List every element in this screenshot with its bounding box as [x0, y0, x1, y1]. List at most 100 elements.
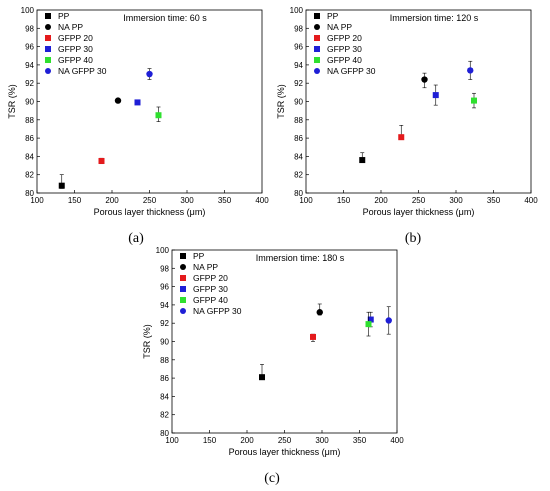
y-tick-label: 88	[25, 116, 34, 125]
panel-b: 100 150 200 250 300 350 400 80 82 84 86 88 90 92 94 96 9…	[276, 6, 538, 246]
y-tick-label: 86	[160, 374, 169, 383]
legend-label: GFPP 20	[58, 33, 93, 43]
legend-marker	[314, 68, 320, 74]
x-tick-label: 400	[524, 196, 538, 205]
x-tick-label: 300	[449, 196, 463, 205]
data-point	[310, 333, 316, 340]
y-tick-label: 98	[25, 24, 34, 33]
y-tick-label: 96	[294, 43, 303, 52]
y-tick-label: 90	[25, 98, 34, 107]
panel-label: (c)	[264, 471, 280, 486]
x-tick-label: 200	[240, 436, 254, 445]
legend-label: GFPP 30	[193, 284, 228, 294]
data-point	[98, 157, 105, 164]
y-tick-label: 82	[160, 411, 169, 420]
y-tick-label: 84	[25, 152, 34, 161]
data-point	[467, 67, 474, 74]
y-tick-label: 94	[294, 61, 303, 70]
legend-marker	[45, 46, 51, 52]
data-point	[385, 317, 392, 324]
y-tick-label: 96	[160, 283, 169, 292]
legend-label: GFPP 20	[327, 33, 362, 43]
y-tick-label: 100	[290, 6, 304, 15]
legend-label: NA GFPP 30	[327, 66, 376, 76]
x-tick-label: 100	[299, 196, 313, 205]
y-tick-label: 86	[25, 134, 34, 143]
legend-label: PP	[327, 11, 339, 21]
y-tick-label: 100	[156, 246, 170, 255]
data-point	[316, 309, 323, 316]
x-tick-label: 300	[315, 436, 329, 445]
y-tick-label: 82	[294, 171, 303, 180]
y-tick-label: 88	[294, 116, 303, 125]
data-point	[259, 374, 265, 381]
y-tick-label: 80	[294, 189, 303, 198]
legend-marker	[180, 308, 186, 314]
x-tick-label: 150	[203, 436, 217, 445]
legend-label: GFPP 40	[58, 55, 93, 65]
legend-marker	[180, 297, 186, 303]
x-tick-label: 250	[278, 436, 292, 445]
legend-marker	[180, 264, 186, 270]
data-point	[421, 76, 428, 83]
x-tick-label: 200	[105, 196, 119, 205]
panel-a: 100 150 200 250 300 350 400 80 82 84 86 88 90 92 94 96 9…	[7, 6, 269, 246]
legend-label: GFPP 30	[327, 44, 362, 54]
legend-marker	[180, 253, 186, 259]
x-tick-label: 300	[180, 196, 194, 205]
x-tick-label: 250	[143, 196, 157, 205]
data-point	[359, 157, 366, 164]
x-tick-label: 350	[487, 196, 501, 205]
y-tick-label: 80	[25, 189, 34, 198]
legend-marker	[45, 68, 51, 74]
y-tick-label: 90	[294, 98, 303, 107]
data-point	[114, 97, 122, 104]
data-point	[146, 70, 153, 78]
data-point	[134, 99, 141, 106]
y-tick-label: 98	[294, 24, 303, 33]
data-point	[471, 97, 477, 104]
legend-label: NA PP	[193, 262, 218, 272]
panel-label: (a)	[128, 231, 144, 246]
y-tick-label: 100	[21, 6, 35, 15]
y-tick-label: 90	[160, 338, 169, 347]
legend-label: GFPP 40	[327, 55, 362, 65]
legend-label: GFPP 20	[193, 273, 228, 283]
x-tick-label: 350	[353, 436, 367, 445]
x-tick-label: 150	[337, 196, 351, 205]
legend-label: NA PP	[58, 22, 83, 32]
y-tick-label: 94	[160, 301, 169, 310]
y-tick-label: 96	[25, 43, 34, 52]
x-axis-label: Porous layer thickness (μm)	[229, 447, 341, 457]
x-axis-label: Porous layer thickness (μm)	[94, 207, 206, 217]
y-tick-label: 86	[294, 134, 303, 143]
legend-label: PP	[58, 11, 70, 21]
legend-label: PP	[193, 251, 205, 261]
legend-marker	[45, 24, 51, 30]
x-axis-label: Porous layer thickness (μm)	[363, 207, 475, 217]
x-tick-label: 200	[374, 196, 388, 205]
legend-label: NA GFPP 30	[58, 66, 107, 76]
y-axis-label: TSR (%)	[142, 324, 152, 359]
legend-label: GFPP 30	[58, 44, 93, 54]
data-point	[365, 321, 372, 328]
x-tick-label: 100	[165, 436, 179, 445]
data-point	[432, 92, 439, 99]
panel-c: 100 150 200 250 300 350 400 80 82 84 86 88 90 92 94 96 9…	[142, 246, 404, 486]
legend-marker	[314, 24, 320, 30]
legend-label: NA GFPP 30	[193, 306, 242, 316]
panel-label: (b)	[405, 231, 422, 246]
y-tick-label: 80	[160, 429, 169, 438]
legend-marker	[314, 46, 320, 52]
x-tick-label: 250	[412, 196, 426, 205]
legend-marker	[314, 13, 320, 19]
y-tick-label: 94	[25, 61, 34, 70]
y-tick-label: 92	[294, 79, 303, 88]
y-axis-label: TSR (%)	[7, 84, 17, 119]
x-tick-label: 350	[218, 196, 232, 205]
immersion-time-annotation: Immersion time: 180 s	[256, 253, 345, 263]
y-tick-label: 92	[160, 319, 169, 328]
y-tick-label: 92	[25, 79, 34, 88]
data-point	[367, 316, 374, 323]
